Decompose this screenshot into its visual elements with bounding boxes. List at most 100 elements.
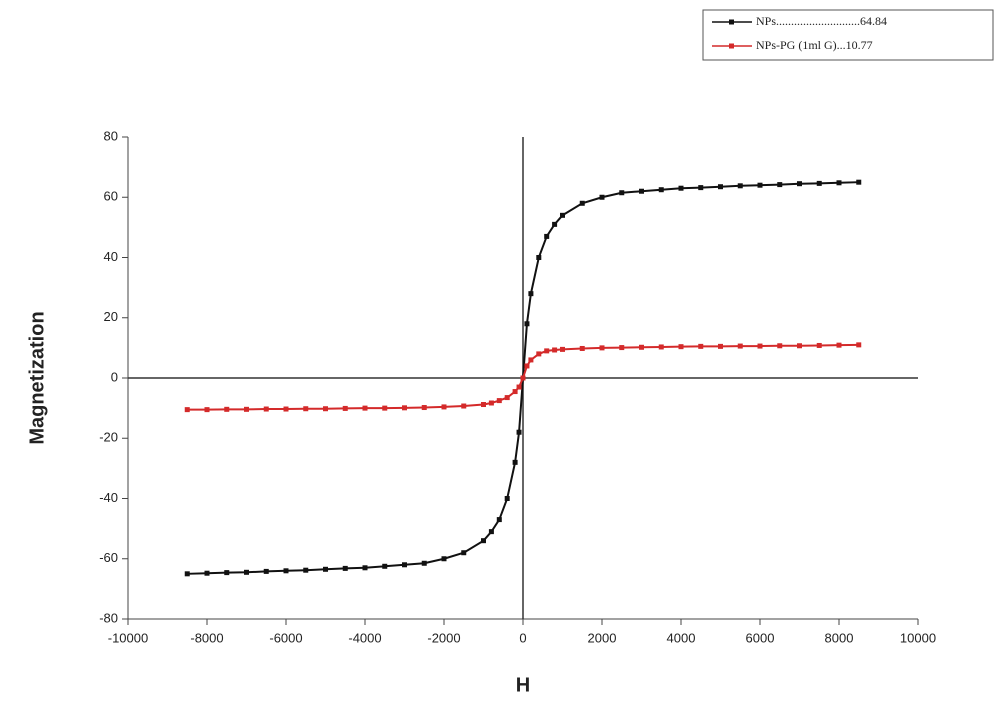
point [552,221,558,227]
x-tick-label: -10000 [108,630,148,645]
point [856,179,862,185]
point [560,346,565,352]
point [342,405,348,411]
point [757,343,763,349]
point [421,560,427,566]
point [488,400,494,406]
point [718,184,723,190]
x-tick-label: -8000 [190,630,223,645]
x-tick-label: 10000 [900,630,936,645]
point [599,194,605,200]
point [619,345,625,351]
x-axis-title: H [516,674,530,696]
point [698,343,704,349]
point [303,567,309,573]
point [524,321,530,327]
point [421,405,427,411]
point [204,570,210,576]
x-tick-label: 2000 [588,630,617,645]
point [639,188,644,194]
x-tick-label: -2000 [427,630,460,645]
point [718,343,723,349]
point [797,343,802,349]
point [362,405,368,411]
point [441,404,447,410]
y-tick-label: -80 [99,610,118,625]
point [303,406,309,412]
point [402,405,407,411]
y-tick-label: 40 [104,249,118,264]
y-tick-label: 0 [111,369,118,384]
point [224,406,230,412]
point [536,255,542,260]
point [461,403,467,409]
point [283,406,289,412]
point [658,344,664,350]
point [224,570,230,576]
point [512,459,518,465]
x-tick-label: 6000 [746,630,775,645]
point [544,348,550,354]
point [560,212,565,218]
point [528,291,534,297]
point [488,529,494,535]
x-tick-label: -4000 [348,630,381,645]
point [777,182,783,188]
point [184,571,190,577]
y-tick-label: -20 [99,430,118,445]
point [579,345,585,351]
point [382,563,388,569]
point [323,406,328,412]
point [362,565,368,571]
point [816,180,822,186]
y-axis-title: Magnetization [26,311,48,444]
point [639,344,644,350]
legend-box [702,9,994,61]
x-tick-label: 8000 [825,630,854,645]
legend-marker [729,43,734,49]
point [856,342,862,348]
point [777,343,783,349]
point [658,187,664,193]
point [544,233,550,239]
point [504,395,510,401]
point [678,185,684,191]
y-tick-label: 20 [104,309,118,324]
point [524,363,530,369]
point [461,550,467,556]
x-tick-label: 4000 [667,630,696,645]
point [496,398,502,404]
y-tick-label: -40 [99,490,118,505]
point [184,407,190,413]
point [496,517,502,523]
point [244,569,249,575]
point [263,568,269,574]
point [481,402,486,408]
x-tick-label: 0 [519,630,526,645]
legend-marker [729,19,734,25]
point [481,538,486,544]
point [836,180,842,186]
point [402,562,407,568]
point [599,345,605,351]
point [516,384,522,390]
point [579,200,585,206]
point [797,181,802,187]
point [737,343,743,349]
point [552,347,558,353]
point [323,566,328,572]
point [520,375,526,381]
point [512,389,518,395]
point [619,190,625,196]
point [528,357,534,363]
point [516,429,522,435]
point [263,406,269,412]
point [737,183,743,189]
point [698,185,704,191]
point [836,342,842,348]
point [382,405,388,411]
x-tick-label: -6000 [269,630,302,645]
point [342,565,348,571]
point [283,568,289,574]
